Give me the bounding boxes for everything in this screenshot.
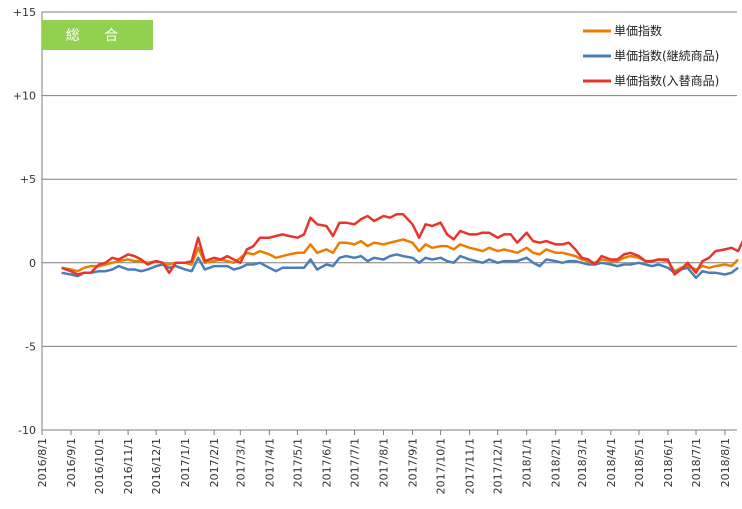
y-tick-label: -5 xyxy=(25,340,36,353)
legend: 単価指数 単価指数(継続商品) 単価指数(入替商品) xyxy=(575,16,742,94)
x-tick-label: 2018/6/1 xyxy=(662,438,675,487)
badge-background xyxy=(42,20,153,50)
x-tick-label: 2018/4/1 xyxy=(605,438,618,487)
x-axis-tick-labels: 2016/8/1 2016/9/1 2016/10/1 2016/11/1 2016/1… xyxy=(36,438,732,494)
x-tick-label: 2016/8/1 xyxy=(36,438,49,487)
x-tick-label: 2017/10/1 xyxy=(435,438,448,494)
x-tick-label: 2016/11/1 xyxy=(122,438,135,494)
legend-label-replacement-items: 単価指数(入替商品) xyxy=(614,73,719,88)
legend-label-continuing-items: 単価指数(継続商品) xyxy=(614,48,719,63)
badge-label: 総 合 xyxy=(66,28,128,44)
x-tick-label: 2018/7/1 xyxy=(690,438,703,487)
x-tick-label: 2018/3/1 xyxy=(576,438,589,487)
x-tick-label: 2017/12/1 xyxy=(492,438,505,494)
x-tick-label: 2016/10/1 xyxy=(93,438,106,494)
x-tick-label: 2018/5/1 xyxy=(633,438,646,487)
x-tick-label: 2018/1/1 xyxy=(521,438,534,487)
axes xyxy=(41,12,726,435)
x-tick-label: 2017/5/1 xyxy=(291,438,304,487)
legend-label-unit-price-index: 単価指数 xyxy=(614,23,662,38)
x-tick-label: 2018/2/1 xyxy=(550,438,563,487)
x-tick-label: 2018/8/1 xyxy=(719,438,732,487)
x-tick-label: 2017/9/1 xyxy=(407,438,420,487)
x-tick-label: 2017/8/1 xyxy=(378,438,391,487)
x-tick-label: 2017/7/1 xyxy=(348,438,361,487)
y-tick-label: -10 xyxy=(18,424,36,437)
y-axis-tick-labels: +15 +10 +5 0 -5 -10 xyxy=(13,6,36,437)
x-tick-label: 2017/6/1 xyxy=(320,438,333,487)
y-tick-label: +15 xyxy=(13,6,36,19)
x-tick-label: 2016/12/1 xyxy=(150,438,163,494)
x-tick-label: 2017/11/1 xyxy=(464,438,477,494)
y-tick-label: +10 xyxy=(13,90,36,103)
y-tick-label: +5 xyxy=(20,173,36,186)
series-lines xyxy=(61,213,742,280)
x-tick-label: 2017/2/1 xyxy=(208,438,221,487)
x-tick-label: 2017/1/1 xyxy=(179,438,192,487)
chart-badge: 総 合 xyxy=(42,20,153,50)
x-tick-label: 2017/3/1 xyxy=(234,438,247,487)
y-tick-label: 0 xyxy=(29,257,36,270)
series-line-replacement-items xyxy=(61,213,742,276)
x-tick-label: 2017/4/1 xyxy=(263,438,276,487)
x-tick-label: 2016/9/1 xyxy=(65,438,78,487)
